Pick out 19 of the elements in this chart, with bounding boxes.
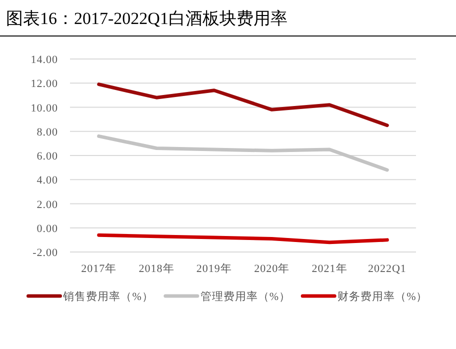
- y-tick-label: 4.00: [36, 174, 58, 187]
- x-tick-label: 2017年: [81, 263, 117, 275]
- y-tick-label: -2.00: [32, 247, 58, 259]
- y-tick-label: 12.00: [30, 78, 58, 90]
- x-tick-label: 2020年: [254, 263, 290, 275]
- x-tick-label: 2021年: [312, 263, 348, 275]
- legend-label: 销售费用率（%）: [62, 290, 154, 303]
- chart-title: 图表16：2017-2022Q1白酒板块费用率: [6, 9, 288, 28]
- x-tick-label: 2019年: [196, 263, 232, 275]
- y-tick-label: 10.00: [30, 102, 58, 114]
- y-tick-label: 6.00: [36, 150, 58, 162]
- legend-label: 管理费用率（%）: [200, 290, 291, 303]
- y-tick-label: 8.00: [36, 126, 58, 138]
- x-tick-label: 2018年: [138, 263, 174, 275]
- y-tick-label: 2.00: [36, 198, 58, 211]
- legend-label: 财务费用率（%）: [338, 290, 428, 303]
- y-tick-label: 0.00: [36, 222, 58, 235]
- y-tick-label: 14.00: [30, 54, 58, 66]
- x-tick-label: 2022Q1: [368, 263, 406, 275]
